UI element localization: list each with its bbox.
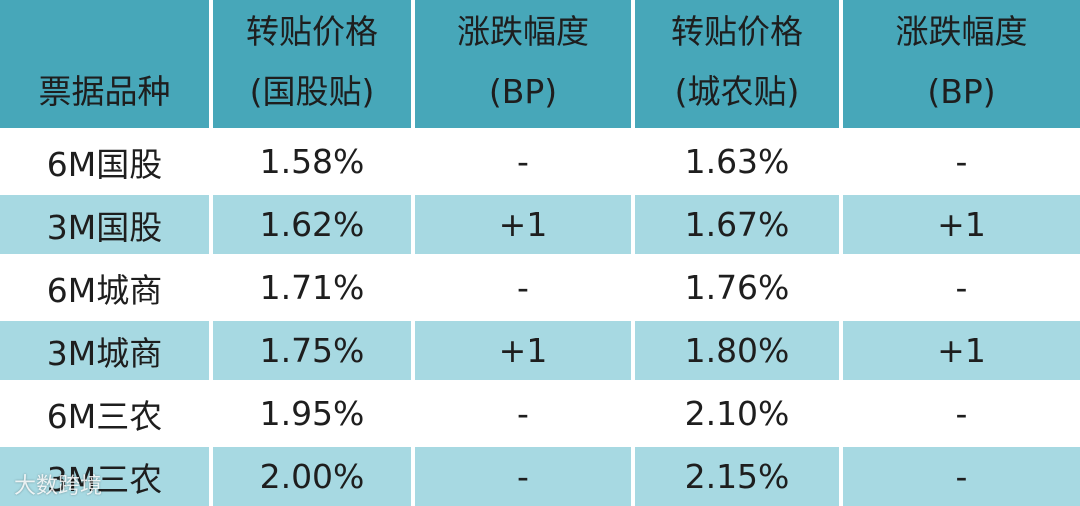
watermark: 大数跨境 (14, 474, 103, 499)
header-text: (国股贴) (249, 72, 375, 111)
header-cell: 票据品种 (0, 0, 209, 128)
header-text: 转贴价格 (671, 12, 803, 51)
table-cell: +1 (415, 195, 631, 254)
table-cell: 6M三农 (0, 384, 209, 443)
table-cell: - (415, 384, 631, 443)
table-cell: +1 (843, 321, 1080, 380)
table-cell: - (415, 258, 631, 317)
header-text: 票据品种 (38, 72, 171, 111)
header-text: (BP) (927, 72, 996, 111)
table-cell: +1 (843, 195, 1080, 254)
table-cell: 2.10% (635, 384, 839, 443)
header-text: (BP) (488, 72, 558, 111)
table-cell: 1.71% (213, 258, 411, 317)
table-cell: 1.58% (213, 132, 411, 191)
header-cell: 涨跌幅度 (BP) (843, 0, 1080, 128)
table-cell: - (415, 132, 631, 191)
table-cell: 3M三农 (0, 447, 209, 506)
header-text: 转贴价格 (246, 12, 378, 51)
table-cell: 1.80% (635, 321, 839, 380)
header-cell: 转贴价格 (城农贴) (635, 0, 839, 128)
table-cell: +1 (415, 321, 631, 380)
table-cell: 3M城商 (0, 321, 209, 380)
table-cell: 2.00% (213, 447, 411, 506)
table-cell: 3M国股 (0, 195, 209, 254)
table-cell: 1.75% (213, 321, 411, 380)
table-cell: 1.76% (635, 258, 839, 317)
table-cell: - (843, 447, 1080, 506)
table-cell: - (843, 132, 1080, 191)
table-cell: 2.15% (635, 447, 839, 506)
table-cell: 6M城商 (0, 258, 209, 317)
table-cell: 6M国股 (0, 132, 209, 191)
header-text: (城农贴) (674, 72, 800, 111)
table-cell: 1.63% (635, 132, 839, 191)
table-cell: - (843, 384, 1080, 443)
header-cell: 转贴价格 (国股贴) (213, 0, 411, 128)
table-cell: 1.62% (213, 195, 411, 254)
table-cell: - (415, 447, 631, 506)
table-cell: 1.67% (635, 195, 839, 254)
table-cell: 1.95% (213, 384, 411, 443)
header-cell: 涨跌幅度 (BP) (415, 0, 631, 128)
header-text: 涨跌幅度 (457, 12, 589, 51)
table-cell: - (843, 258, 1080, 317)
header-text: 涨跌幅度 (895, 12, 1028, 51)
